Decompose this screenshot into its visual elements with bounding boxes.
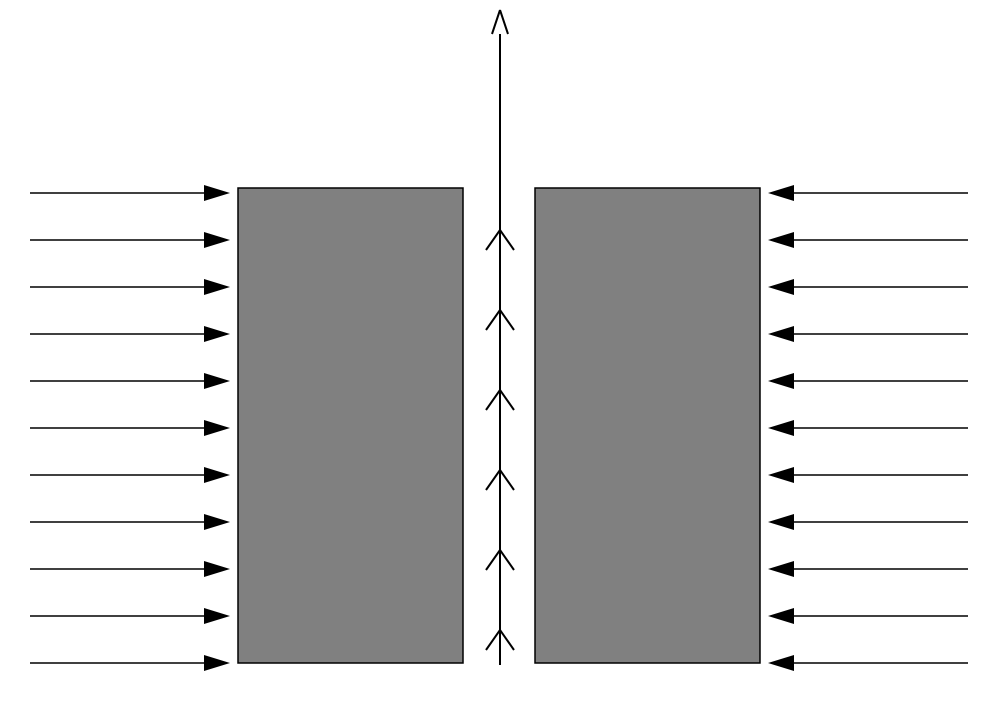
inflow-arrow-right (768, 514, 968, 530)
center-upward-arrow (486, 10, 514, 665)
inflow-arrow-left (30, 373, 230, 389)
inflow-arrow-left (30, 185, 230, 201)
inflow-arrow-right (768, 608, 968, 624)
inflow-arrow-right (768, 279, 968, 295)
inflow-arrow-left (30, 279, 230, 295)
inflow-arrow-left (30, 420, 230, 436)
inflow-arrow-right (768, 561, 968, 577)
inflow-arrow-left (30, 326, 230, 342)
inflow-arrow-right (768, 326, 968, 342)
diagram-svg (0, 0, 1000, 725)
right-block (535, 188, 760, 663)
inflow-arrow-left (30, 655, 230, 671)
inflow-arrow-right (768, 232, 968, 248)
left-block (238, 188, 463, 663)
inflow-arrow-left (30, 467, 230, 483)
inflow-arrow-right (768, 655, 968, 671)
inflow-arrow-right (768, 467, 968, 483)
inflow-arrow-right (768, 185, 968, 201)
inflow-arrow-left (30, 608, 230, 624)
inflow-arrow-right (768, 373, 968, 389)
inflow-arrow-right (768, 420, 968, 436)
inflow-arrow-left (30, 561, 230, 577)
inflow-arrow-left (30, 232, 230, 248)
inflow-arrow-left (30, 514, 230, 530)
